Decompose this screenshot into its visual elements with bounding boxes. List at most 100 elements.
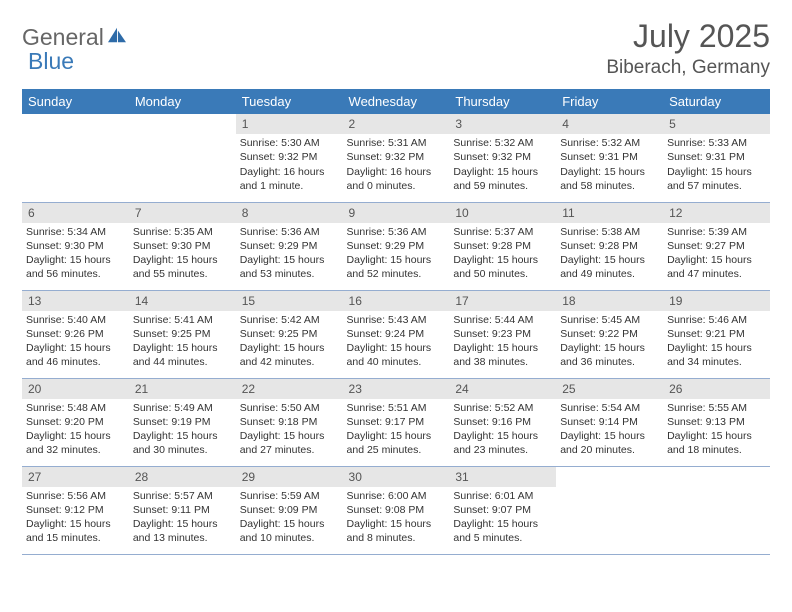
sunset-line: Sunset: 9:09 PM <box>240 503 339 517</box>
day-number: 8 <box>236 203 343 223</box>
daylight-line: Daylight: 15 hours and 30 minutes. <box>133 429 232 457</box>
sunrise-line: Sunrise: 5:31 AM <box>347 136 446 150</box>
day-body: Sunrise: 5:38 AMSunset: 9:28 PMDaylight:… <box>556 225 663 282</box>
weekday-header: Saturday <box>663 89 770 114</box>
daylight-line: Daylight: 15 hours and 42 minutes. <box>240 341 339 369</box>
weekday-header: Wednesday <box>343 89 450 114</box>
sunrise-line: Sunrise: 5:30 AM <box>240 136 339 150</box>
day-body: Sunrise: 5:51 AMSunset: 9:17 PMDaylight:… <box>343 401 450 458</box>
day-number: 28 <box>129 467 236 487</box>
day-number: 10 <box>449 203 556 223</box>
sunset-line: Sunset: 9:23 PM <box>453 327 552 341</box>
calendar-week-row: 27Sunrise: 5:56 AMSunset: 9:12 PMDayligh… <box>22 466 770 554</box>
sunrise-line: Sunrise: 6:01 AM <box>453 489 552 503</box>
sunset-line: Sunset: 9:24 PM <box>347 327 446 341</box>
sunset-line: Sunset: 9:25 PM <box>240 327 339 341</box>
sunset-line: Sunset: 9:18 PM <box>240 415 339 429</box>
location: Biberach, Germany <box>606 57 770 79</box>
day-number: 31 <box>449 467 556 487</box>
day-number: 20 <box>22 379 129 399</box>
sunrise-line: Sunrise: 5:34 AM <box>26 225 125 239</box>
day-body: Sunrise: 5:32 AMSunset: 9:32 PMDaylight:… <box>449 136 556 193</box>
sunrise-line: Sunrise: 5:35 AM <box>133 225 232 239</box>
sunrise-line: Sunrise: 5:48 AM <box>26 401 125 415</box>
day-body: Sunrise: 5:42 AMSunset: 9:25 PMDaylight:… <box>236 313 343 370</box>
page-header: General July 2025 Biberach, Germany <box>22 18 770 79</box>
sunset-line: Sunset: 9:31 PM <box>560 150 659 164</box>
calendar-empty-cell <box>663 466 770 554</box>
sunset-line: Sunset: 9:31 PM <box>667 150 766 164</box>
sunrise-line: Sunrise: 5:42 AM <box>240 313 339 327</box>
calendar-empty-cell <box>22 114 129 202</box>
weekday-header: Monday <box>129 89 236 114</box>
calendar-day-cell: 29Sunrise: 5:59 AMSunset: 9:09 PMDayligh… <box>236 466 343 554</box>
day-body: Sunrise: 5:41 AMSunset: 9:25 PMDaylight:… <box>129 313 236 370</box>
day-body: Sunrise: 5:39 AMSunset: 9:27 PMDaylight:… <box>663 225 770 282</box>
day-number: 12 <box>663 203 770 223</box>
sunset-line: Sunset: 9:29 PM <box>240 239 339 253</box>
daylight-line: Daylight: 15 hours and 23 minutes. <box>453 429 552 457</box>
calendar-day-cell: 20Sunrise: 5:48 AMSunset: 9:20 PMDayligh… <box>22 378 129 466</box>
sunrise-line: Sunrise: 5:45 AM <box>560 313 659 327</box>
calendar-day-cell: 5Sunrise: 5:33 AMSunset: 9:31 PMDaylight… <box>663 114 770 202</box>
day-number: 9 <box>343 203 450 223</box>
calendar-day-cell: 11Sunrise: 5:38 AMSunset: 9:28 PMDayligh… <box>556 202 663 290</box>
sunset-line: Sunset: 9:30 PM <box>133 239 232 253</box>
calendar-day-cell: 15Sunrise: 5:42 AMSunset: 9:25 PMDayligh… <box>236 290 343 378</box>
sunrise-line: Sunrise: 6:00 AM <box>347 489 446 503</box>
calendar-day-cell: 31Sunrise: 6:01 AMSunset: 9:07 PMDayligh… <box>449 466 556 554</box>
sunrise-line: Sunrise: 5:33 AM <box>667 136 766 150</box>
sunrise-line: Sunrise: 5:44 AM <box>453 313 552 327</box>
day-number: 11 <box>556 203 663 223</box>
weekday-header: Thursday <box>449 89 556 114</box>
day-body: Sunrise: 5:55 AMSunset: 9:13 PMDaylight:… <box>663 401 770 458</box>
sunset-line: Sunset: 9:07 PM <box>453 503 552 517</box>
daylight-line: Daylight: 15 hours and 8 minutes. <box>347 517 446 545</box>
day-number: 14 <box>129 291 236 311</box>
sunset-line: Sunset: 9:32 PM <box>453 150 552 164</box>
calendar-day-cell: 18Sunrise: 5:45 AMSunset: 9:22 PMDayligh… <box>556 290 663 378</box>
day-number: 7 <box>129 203 236 223</box>
day-number: 26 <box>663 379 770 399</box>
daylight-line: Daylight: 15 hours and 49 minutes. <box>560 253 659 281</box>
day-body: Sunrise: 5:50 AMSunset: 9:18 PMDaylight:… <box>236 401 343 458</box>
day-number: 27 <box>22 467 129 487</box>
sunrise-line: Sunrise: 5:49 AM <box>133 401 232 415</box>
sunrise-line: Sunrise: 5:37 AM <box>453 225 552 239</box>
day-number: 4 <box>556 114 663 134</box>
day-body: Sunrise: 5:49 AMSunset: 9:19 PMDaylight:… <box>129 401 236 458</box>
sunset-line: Sunset: 9:32 PM <box>240 150 339 164</box>
sunrise-line: Sunrise: 5:39 AM <box>667 225 766 239</box>
day-body: Sunrise: 5:34 AMSunset: 9:30 PMDaylight:… <box>22 225 129 282</box>
calendar-empty-cell <box>129 114 236 202</box>
day-body: Sunrise: 5:57 AMSunset: 9:11 PMDaylight:… <box>129 489 236 546</box>
day-number: 25 <box>556 379 663 399</box>
sunrise-line: Sunrise: 5:54 AM <box>560 401 659 415</box>
calendar-day-cell: 27Sunrise: 5:56 AMSunset: 9:12 PMDayligh… <box>22 466 129 554</box>
calendar-week-row: 13Sunrise: 5:40 AMSunset: 9:26 PMDayligh… <box>22 290 770 378</box>
logo-sail-icon <box>106 26 128 44</box>
daylight-line: Daylight: 15 hours and 44 minutes. <box>133 341 232 369</box>
daylight-line: Daylight: 15 hours and 53 minutes. <box>240 253 339 281</box>
day-body: Sunrise: 5:59 AMSunset: 9:09 PMDaylight:… <box>236 489 343 546</box>
sunrise-line: Sunrise: 5:50 AM <box>240 401 339 415</box>
sunset-line: Sunset: 9:11 PM <box>133 503 232 517</box>
sunrise-line: Sunrise: 5:36 AM <box>240 225 339 239</box>
calendar-day-cell: 25Sunrise: 5:54 AMSunset: 9:14 PMDayligh… <box>556 378 663 466</box>
calendar-day-cell: 28Sunrise: 5:57 AMSunset: 9:11 PMDayligh… <box>129 466 236 554</box>
day-number: 30 <box>343 467 450 487</box>
sunset-line: Sunset: 9:08 PM <box>347 503 446 517</box>
brand-part2: Blue <box>28 48 74 75</box>
sunrise-line: Sunrise: 5:41 AM <box>133 313 232 327</box>
sunrise-line: Sunrise: 5:51 AM <box>347 401 446 415</box>
day-body: Sunrise: 5:37 AMSunset: 9:28 PMDaylight:… <box>449 225 556 282</box>
calendar-table: SundayMondayTuesdayWednesdayThursdayFrid… <box>22 89 770 555</box>
calendar-day-cell: 12Sunrise: 5:39 AMSunset: 9:27 PMDayligh… <box>663 202 770 290</box>
daylight-line: Daylight: 15 hours and 47 minutes. <box>667 253 766 281</box>
calendar-day-cell: 26Sunrise: 5:55 AMSunset: 9:13 PMDayligh… <box>663 378 770 466</box>
calendar-header-row: SundayMondayTuesdayWednesdayThursdayFrid… <box>22 89 770 114</box>
sunrise-line: Sunrise: 5:59 AM <box>240 489 339 503</box>
sunset-line: Sunset: 9:20 PM <box>26 415 125 429</box>
sunset-line: Sunset: 9:32 PM <box>347 150 446 164</box>
day-body: Sunrise: 5:40 AMSunset: 9:26 PMDaylight:… <box>22 313 129 370</box>
